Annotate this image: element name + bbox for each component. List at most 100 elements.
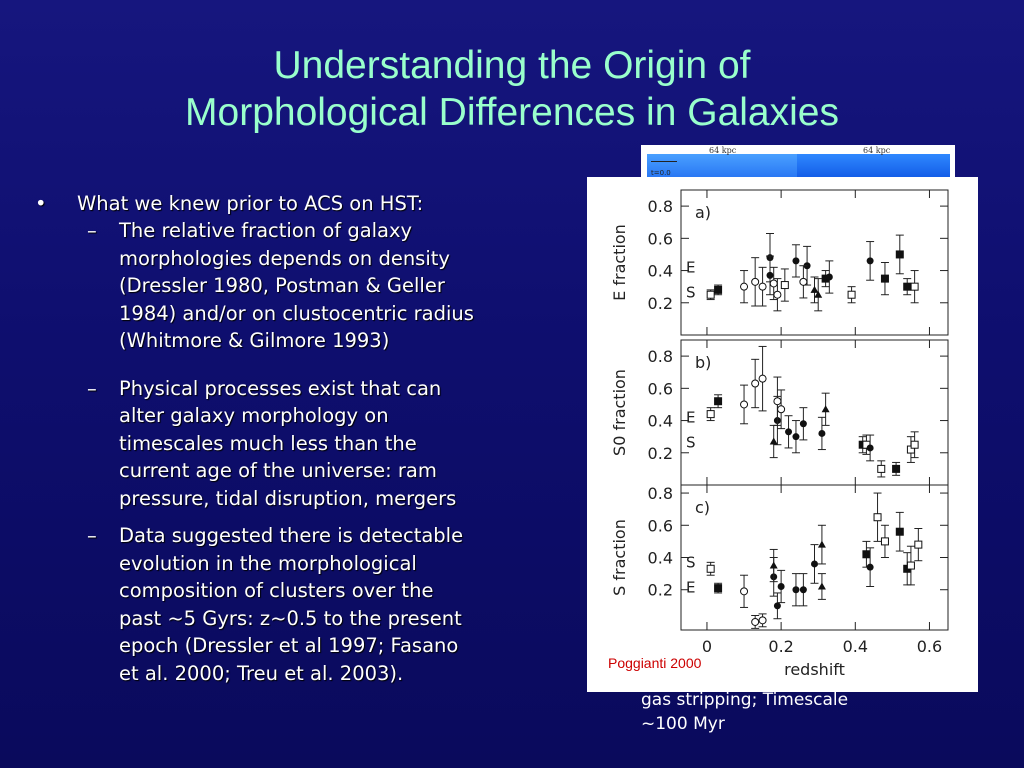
data-point <box>873 513 882 522</box>
data-point <box>758 282 767 291</box>
sub-bullet-line: alter galaxy morphology on <box>119 404 389 427</box>
title-line: Understanding the Origin of <box>273 44 751 87</box>
data-point <box>821 405 830 413</box>
data-point <box>751 277 760 286</box>
y-axis-label: E fraction <box>610 224 629 301</box>
caption-line: ~100 Myr <box>641 714 725 734</box>
y-tick-label: 0.6 <box>648 516 673 535</box>
data-point <box>773 397 782 406</box>
dash-marker: – <box>87 219 97 242</box>
data-point <box>758 616 767 625</box>
sub-bullet-line: Data suggested there is detectable <box>119 524 464 547</box>
data-point <box>714 397 723 406</box>
data-point <box>792 257 800 265</box>
data-point <box>785 428 793 436</box>
data-point <box>706 410 715 419</box>
data-point <box>792 586 800 594</box>
data-point <box>714 584 723 593</box>
data-point <box>773 290 782 299</box>
data-point <box>817 540 826 548</box>
panel-label: b) <box>695 353 711 372</box>
sub-bullet-line: epoch (Dressler et al 1997; Fasano <box>119 634 459 657</box>
side-label: S <box>686 433 696 451</box>
dash-marker: – <box>87 524 97 547</box>
data-point <box>706 290 715 299</box>
side-label: E <box>686 409 695 427</box>
data-point <box>751 617 760 626</box>
data-point <box>740 282 749 291</box>
y-tick-label: 0.6 <box>648 229 673 248</box>
y-tick-label: 0.2 <box>648 444 673 463</box>
y-tick-label: 0.8 <box>648 197 673 216</box>
sub-bullet-line: past ~5 Gyrs: z~0.5 to the present <box>119 606 462 630</box>
data-point <box>814 290 823 298</box>
data-point <box>817 582 826 590</box>
dash-marker: – <box>87 376 97 400</box>
y-tick-label: 0.6 <box>648 379 673 398</box>
data-point <box>914 540 923 549</box>
figure-credit: Poggianti 2000 <box>608 655 702 671</box>
data-point <box>740 400 749 409</box>
side-label: S <box>686 554 696 572</box>
data-point <box>895 527 904 536</box>
data-point <box>847 290 856 299</box>
data-point <box>799 420 807 428</box>
panel-frame <box>680 339 949 486</box>
slide-title: Understanding the Origin of Morphologica… <box>0 42 1024 136</box>
x-tick-label: 0.4 <box>843 637 868 656</box>
panel-frame <box>680 189 949 336</box>
main-bullet: • What we knew prior to ACS on HST: <box>35 190 575 217</box>
sub-bullet-line: The relative fraction of galaxy <box>119 219 413 242</box>
scale-label: 64 kpc <box>863 146 891 155</box>
data-point <box>792 433 800 441</box>
data-point <box>766 271 774 279</box>
bullet-list: • What we knew prior to ACS on HST: – Th… <box>35 190 575 687</box>
sub-bullet-line: evolution in the morphological <box>119 551 417 575</box>
data-point <box>780 281 789 290</box>
y-tick-label: 0.4 <box>648 262 673 281</box>
data-point <box>799 586 807 594</box>
sub-bullet-line: (Whitmore & Gilmore 1993) <box>119 329 390 352</box>
data-point <box>895 250 904 259</box>
bullet-marker: • <box>35 192 47 215</box>
sub-bullet: – Physical processes exist that can alte… <box>35 375 575 513</box>
data-point <box>811 560 818 568</box>
data-point <box>910 282 919 291</box>
x-tick-label: 0 <box>702 637 712 656</box>
y-tick-label: 0.8 <box>648 484 673 503</box>
data-point <box>758 374 767 383</box>
data-point <box>777 583 785 590</box>
sub-bullet-line: morphologies depends on density <box>119 246 450 270</box>
data-point <box>880 274 889 283</box>
data-point <box>818 429 826 437</box>
data-point <box>877 464 886 473</box>
data-point <box>769 561 778 569</box>
covered-caption: gas stripping; Timescale ~100 Myr <box>641 688 848 736</box>
sub-bullet-line: pressure, tidal disruption, mergers <box>119 486 457 510</box>
y-axis-label: S0 fraction <box>610 369 629 456</box>
sub-bullet-line: composition of clusters over the <box>119 579 434 602</box>
data-point <box>866 563 874 571</box>
data-point <box>906 561 915 570</box>
panel-label: a) <box>695 203 711 222</box>
data-point <box>777 405 786 414</box>
main-bullet-text: What we knew prior to ACS on HST: <box>77 192 424 215</box>
y-tick-label: 0.8 <box>648 347 673 366</box>
data-point <box>903 282 912 291</box>
time-label: t=0.0 <box>651 169 671 177</box>
caption-line: gas stripping; Timescale <box>641 690 849 710</box>
sub-bullet-line: Physical processes exist that can <box>119 376 442 400</box>
scale-label: 64 kpc <box>709 146 737 155</box>
data-point <box>910 440 919 449</box>
data-point <box>810 285 819 293</box>
data-point <box>821 274 830 283</box>
sub-bullet-line: (Dressler 1980, Postman & Geller <box>119 274 445 297</box>
title-line: Morphological Differences in Galaxies <box>185 91 839 134</box>
morphology-fraction-chart: 0.80.60.40.2a)ESE fraction0.80.60.40.2b)… <box>610 189 949 679</box>
sub-bullet-line: current age of the universe: ram <box>119 459 437 482</box>
sub-bullet: – The relative fraction of galaxy morpho… <box>35 217 575 355</box>
data-point <box>892 464 901 473</box>
side-label: E <box>686 259 695 277</box>
sub-bullet-line: timescales much less than the <box>119 431 417 455</box>
data-point <box>706 564 715 573</box>
